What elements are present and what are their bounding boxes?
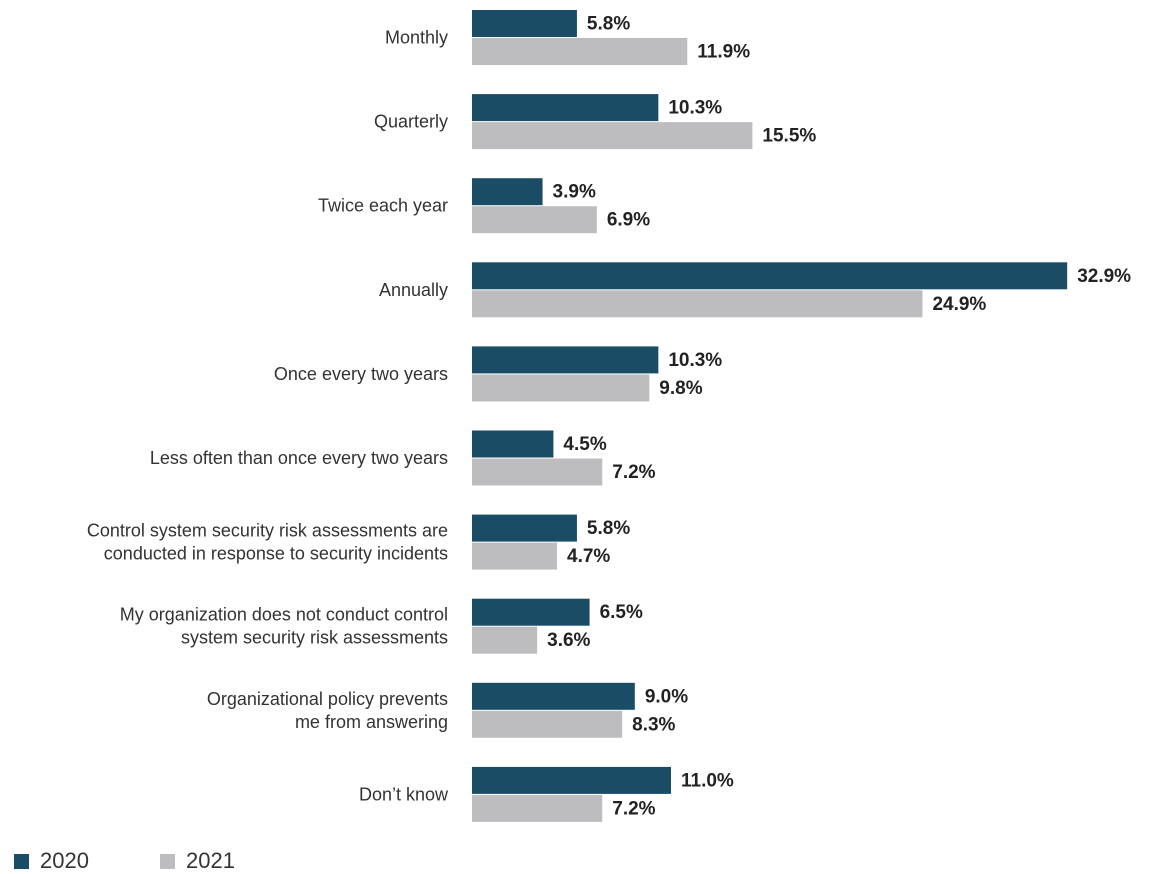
value-label-2021-don-t-know: 7.2% xyxy=(612,798,655,819)
legend-swatch-2020 xyxy=(14,854,29,869)
bar-2021-monthly xyxy=(472,38,688,65)
bar-2021-organizational-policy-prevents-me-from-answering xyxy=(472,710,623,738)
value-label-2021-once-every-two-years: 9.8% xyxy=(659,378,702,399)
legend-label-2021: 2021 xyxy=(186,848,235,873)
value-label-2021-less-often-than-once-every-two-years: 7.2% xyxy=(612,462,655,483)
category-label-organizational-policy-prevents-me-from-answering: Organizational policy prevents me from an… xyxy=(207,689,448,732)
category-label-line: Don’t know xyxy=(359,784,449,804)
value-label-2020-organizational-policy-prevents-me-from-answering: 9.0% xyxy=(645,686,688,707)
category-label-line: Annually xyxy=(379,280,448,300)
category-label-monthly: Monthly xyxy=(385,28,448,48)
category-label-line: Quarterly xyxy=(374,112,448,132)
category-label-less-often-than-once-every-two-years: Less often than once every two years xyxy=(150,448,448,468)
value-label-2020-less-often-than-once-every-two-years: 4.5% xyxy=(563,434,606,455)
category-label-line: Less often than once every two years xyxy=(150,448,448,468)
bar-2020-control-system-security-risk-assessments-are-conducted-in-response-to-security-incidents xyxy=(472,514,577,542)
value-label-2020-my-organization-does-not-conduct-control-system-security-risk-assessments: 6.5% xyxy=(600,602,643,623)
category-label-once-every-two-years: Once every two years xyxy=(274,364,448,384)
legend-label-2020: 2020 xyxy=(40,848,89,873)
category-label-my-organization-does-not-conduct-control-system-security-risk-assessments: My organization does not conduct control… xyxy=(120,605,448,648)
bar-2021-my-organization-does-not-conduct-control-system-security-risk-assessments xyxy=(472,626,538,654)
legend: 2020 2021 xyxy=(14,848,235,873)
category-label-line: Control system security risk assessments… xyxy=(87,521,448,541)
bar-2020-less-often-than-once-every-two-years xyxy=(472,430,554,458)
value-label-2020-don-t-know: 11.0% xyxy=(681,770,734,791)
value-label-2021-organizational-policy-prevents-me-from-answering: 8.3% xyxy=(632,714,675,735)
bar-2021-don-t-know xyxy=(472,794,603,822)
bar-2020-monthly xyxy=(472,10,577,37)
bar-2020-once-every-two-years xyxy=(472,346,659,374)
category-label-line: conducted in response to security incide… xyxy=(104,544,448,564)
bar-2021-less-often-than-once-every-two-years xyxy=(472,458,603,486)
bar-2021-annually xyxy=(472,290,923,318)
bar-2020-quarterly xyxy=(472,94,659,122)
category-label-line: system security risk assessments xyxy=(181,628,448,648)
bar-2021-quarterly xyxy=(472,122,753,150)
bars-layer: Monthly 5.8% 11.9% Quarterly 10.3% 15.5% Twice… xyxy=(87,10,1131,822)
bar-2021-twice-each-year xyxy=(472,206,597,234)
value-label-2020-quarterly: 10.3% xyxy=(668,98,722,119)
value-label-2020-control-system-security-risk-assessments-are-conducted-in-response-to-security-incidents: 5.8% xyxy=(587,518,630,539)
value-label-2021-quarterly: 15.5% xyxy=(762,126,816,147)
value-label-2021-monthly: 11.9% xyxy=(697,42,750,63)
bar-2021-once-every-two-years xyxy=(472,374,650,402)
category-label-line: My organization does not conduct control xyxy=(120,605,448,625)
category-label-don-t-know: Don’t know xyxy=(359,784,449,804)
value-label-2021-my-organization-does-not-conduct-control-system-security-risk-assessments: 3.6% xyxy=(547,630,590,651)
category-label-line: Monthly xyxy=(385,28,448,48)
bar-2020-my-organization-does-not-conduct-control-system-security-risk-assessments xyxy=(472,598,590,626)
value-label-2020-once-every-two-years: 10.3% xyxy=(668,350,722,371)
category-label-annually: Annually xyxy=(379,280,448,300)
bar-2020-don-t-know xyxy=(472,766,671,794)
bar-2020-annually xyxy=(472,262,1068,290)
bar-2020-twice-each-year xyxy=(472,178,543,206)
category-label-line: Once every two years xyxy=(274,364,448,384)
category-label-line: Twice each year xyxy=(318,196,448,216)
value-label-2020-monthly: 5.8% xyxy=(587,14,630,35)
legend-swatch-2021 xyxy=(160,854,175,869)
category-label-line: me from answering xyxy=(295,712,448,732)
category-label-line: Organizational policy prevents xyxy=(207,689,448,709)
value-label-2021-twice-each-year: 6.9% xyxy=(607,210,650,231)
value-label-2020-annually: 32.9% xyxy=(1077,266,1131,287)
value-label-2021-annually: 24.9% xyxy=(932,294,986,315)
category-label-quarterly: Quarterly xyxy=(374,112,448,132)
value-label-2020-twice-each-year: 3.9% xyxy=(553,182,596,203)
category-label-twice-each-year: Twice each year xyxy=(318,196,448,216)
bar-2021-control-system-security-risk-assessments-are-conducted-in-response-to-security-incidents xyxy=(472,542,558,570)
category-label-control-system-security-risk-assessments-are-conducted-in-response-to-security-incidents: Control system security risk assessments… xyxy=(87,521,448,564)
bar-2020-organizational-policy-prevents-me-from-answering xyxy=(472,682,635,710)
value-label-2021-control-system-security-risk-assessments-are-conducted-in-response-to-security-incidents: 4.7% xyxy=(567,546,610,567)
